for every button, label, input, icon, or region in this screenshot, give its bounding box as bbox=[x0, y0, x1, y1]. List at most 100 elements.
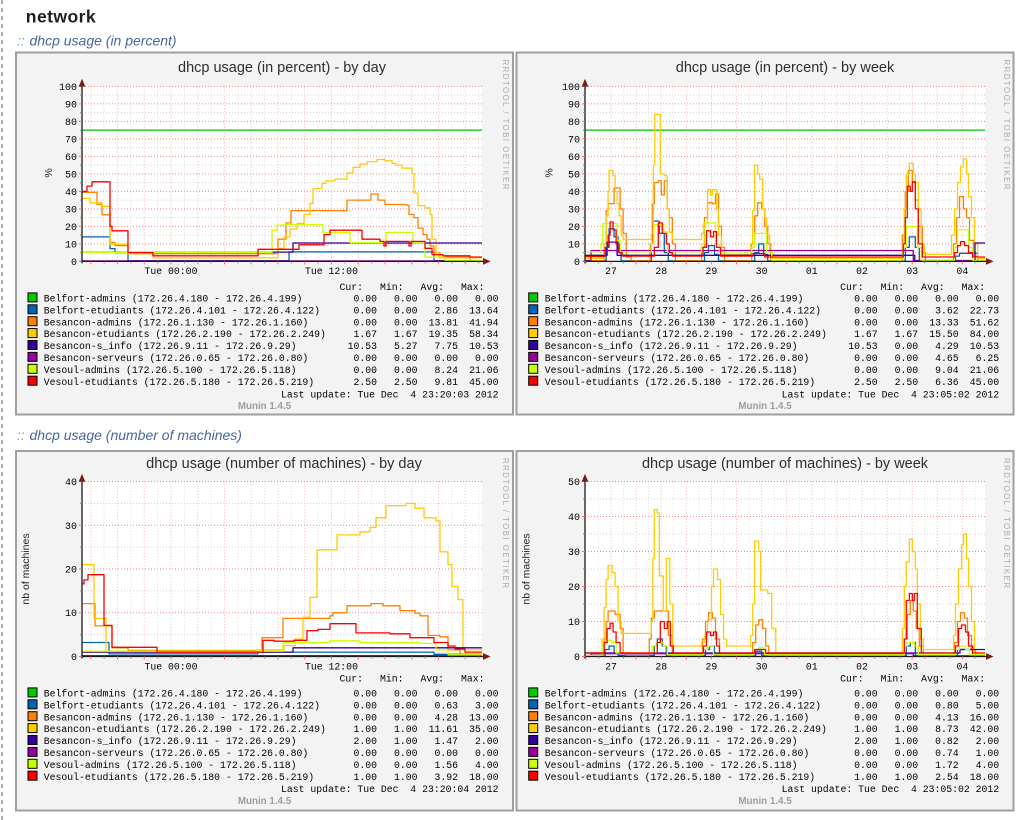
svg-text:0.00: 0.00 bbox=[394, 712, 418, 723]
svg-text:0.00: 0.00 bbox=[353, 760, 377, 771]
svg-text:20: 20 bbox=[568, 223, 580, 234]
svg-text:Avg:: Avg: bbox=[921, 674, 945, 685]
svg-text:4.00: 4.00 bbox=[475, 760, 499, 771]
svg-text:0.00: 0.00 bbox=[895, 748, 919, 759]
svg-text:Besancon-admins (172.26.1.130: Besancon-admins (172.26.1.130 - 172.26.1… bbox=[545, 712, 810, 723]
svg-text:03: 03 bbox=[906, 266, 918, 277]
svg-text:45.00: 45.00 bbox=[970, 377, 1000, 388]
svg-text:1.67: 1.67 bbox=[394, 329, 418, 340]
svg-text:Vesoul-admins (172.26.5.100 -: Vesoul-admins (172.26.5.100 - 172.26.5.1… bbox=[44, 760, 297, 771]
svg-text:0.82: 0.82 bbox=[935, 736, 959, 747]
svg-text:%: % bbox=[544, 168, 556, 177]
svg-text:21.06: 21.06 bbox=[970, 365, 1000, 376]
svg-text:0.00: 0.00 bbox=[854, 294, 878, 305]
svg-text:Belfort-etudiants (172.26.4.10: Belfort-etudiants (172.26.4.101 - 172.26… bbox=[545, 305, 821, 316]
svg-text:28: 28 bbox=[655, 266, 667, 277]
svg-text:30: 30 bbox=[756, 266, 768, 277]
svg-text:2.86: 2.86 bbox=[434, 305, 458, 316]
svg-text:10: 10 bbox=[65, 240, 77, 251]
svg-text:0.63: 0.63 bbox=[434, 700, 458, 711]
svg-text:10.53: 10.53 bbox=[970, 341, 1000, 352]
svg-text:18.00: 18.00 bbox=[970, 772, 1000, 783]
svg-text:Last update: Tue Dec 4 23:20:: Last update: Tue Dec 4 23:20:04 2012 bbox=[281, 784, 499, 795]
svg-text:Besancon-etudiants (172.26.2.1: Besancon-etudiants (172.26.2.190 - 172.2… bbox=[44, 329, 326, 340]
svg-text:%: % bbox=[43, 168, 55, 177]
svg-text:4.13: 4.13 bbox=[935, 712, 959, 723]
svg-text:0.00: 0.00 bbox=[353, 317, 377, 328]
svg-text:4.29: 4.29 bbox=[935, 341, 959, 352]
svg-text:network: network bbox=[26, 7, 96, 27]
svg-text:dhcp usage (in percent): dhcp usage (in percent) bbox=[30, 33, 177, 49]
svg-text:0.00: 0.00 bbox=[854, 700, 878, 711]
svg-text:dhcp usage (in percent) - by w: dhcp usage (in percent) - by week bbox=[676, 60, 895, 76]
svg-text:3.92: 3.92 bbox=[434, 772, 458, 783]
svg-text:0.00: 0.00 bbox=[475, 294, 499, 305]
svg-text:50: 50 bbox=[568, 478, 580, 489]
svg-text:Munin 1.4.5: Munin 1.4.5 bbox=[738, 401, 792, 412]
svg-text:27: 27 bbox=[605, 266, 617, 277]
svg-text:30: 30 bbox=[568, 548, 580, 559]
svg-text:Avg:: Avg: bbox=[921, 282, 945, 293]
svg-text:100: 100 bbox=[59, 83, 77, 94]
svg-text:Vesoul-admins (172.26.5.100 -: Vesoul-admins (172.26.5.100 - 172.26.5.1… bbox=[545, 760, 798, 771]
svg-text:60: 60 bbox=[568, 153, 580, 164]
svg-text:10: 10 bbox=[65, 609, 77, 620]
svg-text:0.00: 0.00 bbox=[394, 748, 418, 759]
svg-text:0.00: 0.00 bbox=[854, 305, 878, 316]
svg-text:0.00: 0.00 bbox=[434, 689, 458, 700]
svg-text:90: 90 bbox=[65, 100, 77, 111]
svg-text:1.00: 1.00 bbox=[976, 748, 1000, 759]
svg-text:1.00: 1.00 bbox=[394, 772, 418, 783]
svg-text:Besancon-s_info (172.26.9.11 -: Besancon-s_info (172.26.9.11 - 172.26.9.… bbox=[44, 341, 297, 352]
svg-text:0: 0 bbox=[574, 258, 580, 269]
svg-text:0.00: 0.00 bbox=[394, 700, 418, 711]
svg-text:0.00: 0.00 bbox=[895, 353, 919, 364]
svg-text:Belfort-etudiants (172.26.4.10: Belfort-etudiants (172.26.4.101 - 172.26… bbox=[545, 700, 821, 711]
svg-text:dhcp usage (number of machines: dhcp usage (number of machines) - by wee… bbox=[642, 456, 929, 472]
svg-text:0.00: 0.00 bbox=[394, 317, 418, 328]
svg-text:RRDTOOL / TOBI OETIKER: RRDTOOL / TOBI OETIKER bbox=[1002, 60, 1011, 192]
svg-text:0.00: 0.00 bbox=[895, 700, 919, 711]
svg-text:0.00: 0.00 bbox=[353, 305, 377, 316]
svg-text:nb of machines: nb of machines bbox=[521, 533, 533, 604]
svg-text:0.00: 0.00 bbox=[935, 689, 959, 700]
svg-text:1.00: 1.00 bbox=[394, 724, 418, 735]
svg-text:0.00: 0.00 bbox=[854, 712, 878, 723]
svg-text:30: 30 bbox=[568, 205, 580, 216]
svg-text:0.00: 0.00 bbox=[353, 700, 377, 711]
svg-text:0.00: 0.00 bbox=[434, 353, 458, 364]
svg-text:0.00: 0.00 bbox=[394, 760, 418, 771]
svg-text:1.00: 1.00 bbox=[854, 772, 878, 783]
svg-text:Besancon-admins (172.26.1.130: Besancon-admins (172.26.1.130 - 172.26.1… bbox=[44, 317, 309, 328]
svg-text:2.00: 2.00 bbox=[353, 736, 377, 747]
svg-text:2.00: 2.00 bbox=[854, 736, 878, 747]
svg-text:Belfort-etudiants (172.26.4.10: Belfort-etudiants (172.26.4.101 - 172.26… bbox=[44, 305, 320, 316]
svg-text:3.62: 3.62 bbox=[935, 305, 959, 316]
svg-text:20: 20 bbox=[568, 583, 580, 594]
svg-text:0.00: 0.00 bbox=[854, 365, 878, 376]
svg-text:4.28: 4.28 bbox=[434, 712, 458, 723]
svg-text:50: 50 bbox=[568, 170, 580, 181]
svg-text:Vesoul-etudiants (172.26.5.180: Vesoul-etudiants (172.26.5.180 - 172.26.… bbox=[44, 772, 314, 783]
svg-text:29: 29 bbox=[706, 266, 718, 277]
svg-text:90: 90 bbox=[568, 100, 580, 111]
svg-text:Last update: Tue Dec 4 23:20:: Last update: Tue Dec 4 23:20:03 2012 bbox=[281, 390, 499, 401]
svg-text:Besancon-etudiants (172.26.2.1: Besancon-etudiants (172.26.2.190 - 172.2… bbox=[545, 724, 827, 735]
svg-text:Cur:: Cur: bbox=[840, 282, 864, 293]
svg-text:Besancon-serveurs (172.26.0.65: Besancon-serveurs (172.26.0.65 - 172.26.… bbox=[545, 748, 810, 759]
svg-text:15.50: 15.50 bbox=[929, 329, 959, 340]
svg-text:Cur:: Cur: bbox=[339, 282, 363, 293]
svg-text:51.62: 51.62 bbox=[970, 317, 1000, 328]
svg-text:Belfort-admins (172.26.4.180 -: Belfort-admins (172.26.4.180 - 172.26.4.… bbox=[44, 689, 303, 700]
svg-text:1.56: 1.56 bbox=[434, 760, 458, 771]
svg-text:5.27: 5.27 bbox=[394, 341, 418, 352]
svg-text:Tue 00:00: Tue 00:00 bbox=[145, 662, 198, 673]
svg-text:0.00: 0.00 bbox=[394, 353, 418, 364]
svg-text:Belfort-admins (172.26.4.180 -: Belfort-admins (172.26.4.180 - 172.26.4.… bbox=[545, 294, 804, 305]
svg-text:04: 04 bbox=[957, 662, 969, 673]
svg-text:8.73: 8.73 bbox=[935, 724, 959, 735]
svg-text:Max:: Max: bbox=[962, 282, 986, 293]
svg-text:1.00: 1.00 bbox=[353, 724, 377, 735]
svg-text:Avg:: Avg: bbox=[420, 674, 444, 685]
svg-text:nb of machines: nb of machines bbox=[20, 533, 32, 604]
